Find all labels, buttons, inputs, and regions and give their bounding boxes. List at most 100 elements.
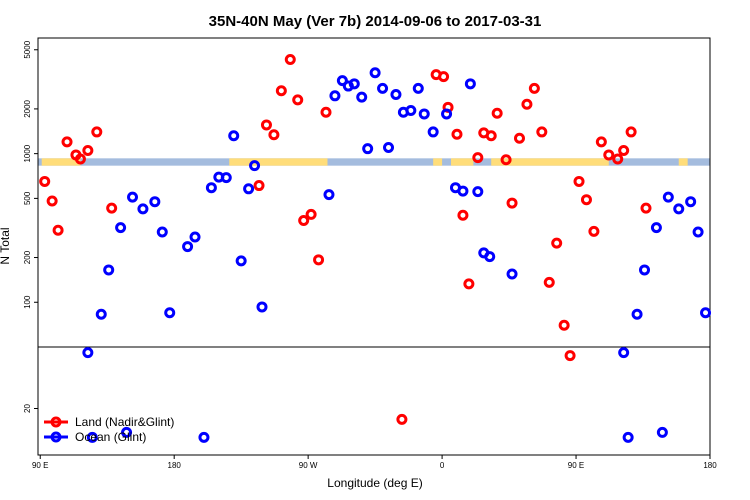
land-point bbox=[313, 254, 325, 266]
land-point bbox=[451, 128, 463, 140]
y-tick-label: 1000 bbox=[23, 144, 32, 162]
land-point bbox=[275, 85, 287, 97]
land-point bbox=[580, 194, 592, 206]
ocean-point bbox=[82, 347, 94, 359]
ocean-point bbox=[121, 426, 133, 438]
land-point bbox=[82, 144, 94, 156]
ocean-point bbox=[137, 203, 149, 215]
ocean-point bbox=[103, 264, 115, 276]
land-band-segment bbox=[433, 158, 443, 166]
land-point bbox=[528, 82, 540, 94]
ocean-point bbox=[506, 268, 518, 280]
ocean-point bbox=[243, 183, 255, 195]
land-point bbox=[543, 276, 555, 288]
ocean-point bbox=[700, 307, 712, 319]
landmask-band bbox=[38, 158, 710, 166]
ocean-point bbox=[86, 431, 98, 443]
ocean-point bbox=[377, 82, 389, 94]
land-point bbox=[305, 208, 317, 220]
ocean-point bbox=[662, 191, 674, 203]
x-tick-label: 90 W bbox=[299, 461, 318, 470]
ocean-point bbox=[362, 143, 374, 155]
plot-frame bbox=[37, 37, 711, 456]
legend-ocean-label: Ocean (Glint) bbox=[75, 430, 146, 444]
land-point bbox=[253, 180, 265, 192]
land-point bbox=[74, 153, 86, 165]
land-point bbox=[588, 225, 600, 237]
land-point bbox=[91, 126, 103, 138]
y-tick-label: 2000 bbox=[23, 99, 32, 117]
land-point bbox=[513, 132, 525, 144]
land-point bbox=[292, 94, 304, 106]
ocean-point bbox=[329, 90, 341, 102]
x-tick-label: 180 bbox=[168, 461, 182, 470]
land-point bbox=[595, 136, 607, 148]
ocean-point bbox=[356, 91, 368, 103]
ocean-point bbox=[256, 301, 268, 313]
ocean-point bbox=[149, 196, 161, 208]
land-point bbox=[457, 209, 469, 221]
ocean-point bbox=[656, 426, 668, 438]
ocean-point bbox=[205, 182, 217, 194]
y-tick-label: 100 bbox=[23, 295, 32, 309]
ocean-point bbox=[220, 172, 232, 184]
y-tick-label: 200 bbox=[23, 250, 32, 264]
x-axis-label: Longitude (deg E) bbox=[327, 476, 422, 490]
ocean-band bbox=[38, 158, 710, 166]
land-point bbox=[551, 237, 563, 249]
ocean-series bbox=[82, 67, 712, 443]
land-band-segment bbox=[491, 158, 609, 166]
x-axis: 90 E 180 90 W 0 90 E 180 bbox=[32, 455, 717, 470]
land-band-segment bbox=[229, 158, 328, 166]
land-point bbox=[396, 413, 408, 425]
x-tick-label: 0 bbox=[440, 461, 445, 470]
ocean-point bbox=[182, 241, 194, 253]
ocean-point bbox=[383, 141, 395, 153]
land-point bbox=[320, 106, 332, 118]
ocean-point bbox=[336, 75, 348, 87]
ocean-point bbox=[198, 431, 210, 443]
land-point bbox=[46, 195, 58, 207]
land-point bbox=[472, 152, 484, 164]
y-tick-label: 5000 bbox=[23, 40, 32, 58]
land-point bbox=[603, 149, 615, 161]
ocean-point bbox=[427, 126, 439, 138]
ocean-point bbox=[472, 186, 484, 198]
ocean-point bbox=[189, 231, 201, 243]
ocean-point bbox=[249, 160, 261, 172]
ocean-point bbox=[390, 89, 402, 101]
land-point bbox=[52, 224, 64, 236]
land-point bbox=[640, 202, 652, 214]
land-point bbox=[61, 136, 73, 148]
legend-land-label: Land (Nadir&Glint) bbox=[75, 415, 174, 429]
ocean-point bbox=[457, 185, 469, 197]
land-point bbox=[438, 71, 450, 83]
x-tick-label: 180 bbox=[703, 461, 717, 470]
land-point bbox=[491, 107, 503, 119]
land-point bbox=[625, 126, 637, 138]
ocean-point bbox=[418, 108, 430, 120]
land-point bbox=[612, 153, 624, 165]
land-series bbox=[39, 54, 652, 425]
legend-ocean-marker bbox=[50, 431, 62, 443]
land-point bbox=[536, 126, 548, 138]
ocean-point bbox=[115, 222, 127, 234]
land-band-segment bbox=[41, 158, 81, 166]
land-band-segment bbox=[451, 158, 474, 166]
legend: Land (Nadir&Glint) Ocean (Glint) bbox=[44, 415, 174, 444]
y-axis: 100 200 500 1000 2000 5000 20 bbox=[23, 40, 38, 413]
y-tick-label: 500 bbox=[23, 191, 32, 205]
ocean-point bbox=[673, 203, 685, 215]
legend-land-marker bbox=[50, 416, 62, 428]
land-point bbox=[284, 54, 296, 66]
ocean-point bbox=[369, 67, 381, 79]
ocean-point bbox=[484, 251, 496, 263]
x-tick-label: 90 E bbox=[32, 461, 48, 470]
ocean-point bbox=[95, 308, 107, 320]
ocean-point bbox=[441, 108, 453, 120]
land-point bbox=[463, 278, 475, 290]
land-point bbox=[298, 214, 310, 226]
y-axis-label: N Total bbox=[0, 227, 12, 264]
land-point bbox=[500, 154, 512, 166]
